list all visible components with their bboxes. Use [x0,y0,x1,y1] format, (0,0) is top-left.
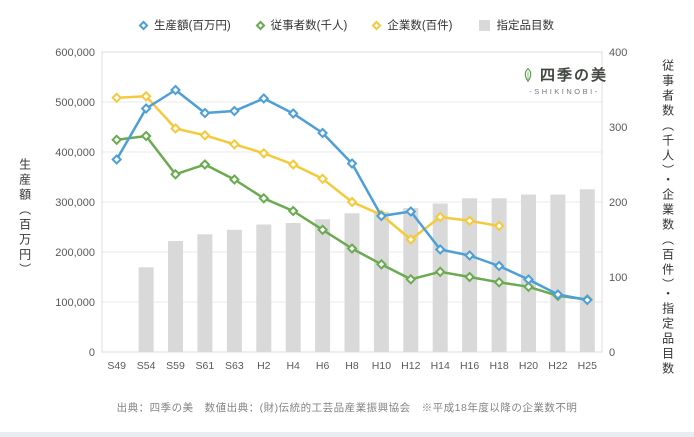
svg-text:400,000: 400,000 [55,147,95,159]
watermark: 四季の美 -SHIKINOBI- [521,64,608,96]
legend-label: 企業数(百件) [387,20,453,32]
source-caption: 出典：四季の美 数値出典：(財)伝統的工芸品産業振興協会 ※平成18年度以降の企… [116,402,578,414]
chart-row: 生産額（百万円） 0 100,000 200,000 300,000 400,000 50… [0,40,694,395]
svg-text:H20: H20 [519,360,538,372]
svg-text:0: 0 [89,347,95,359]
svg-text:S59: S59 [166,360,185,372]
svg-text:S61: S61 [196,360,215,372]
svg-text:500,000: 500,000 [55,97,95,109]
svg-text:H14: H14 [431,360,450,372]
svg-text:400: 400 [609,47,627,59]
chart-area: 0 100,000 200,000 300,000 400,000 500,000 600,… [44,40,644,395]
legend-item-1: 従事者数(千人) [255,17,348,33]
left-axis-title: 生産額（百万円） [17,157,32,278]
svg-text:H25: H25 [578,360,597,372]
svg-text:H22: H22 [548,360,567,372]
svg-text:0: 0 [609,347,615,359]
svg-text:H12: H12 [401,360,420,372]
svg-text:100,000: 100,000 [55,297,95,309]
svg-text:200: 200 [609,197,627,209]
svg-text:200,000: 200,000 [55,247,95,259]
shikinobi-leaf-icon [524,67,532,82]
svg-text:100: 100 [609,272,627,284]
legend-line-marker-icon [371,20,382,30]
watermark-subtitle: -SHIKINOBI- [529,87,600,96]
legend-bar-marker-icon [478,19,490,31]
svg-text:300: 300 [609,122,627,134]
svg-text:H10: H10 [372,360,391,372]
svg-text:H16: H16 [460,360,479,372]
svg-text:S49: S49 [107,360,126,372]
svg-text:S63: S63 [225,360,244,372]
svg-text:H8: H8 [345,360,359,372]
legend-label: 従事者数(千人) [270,20,348,32]
svg-text:H4: H4 [286,360,300,372]
svg-text:H18: H18 [489,360,508,372]
svg-text:300,000: 300,000 [55,197,95,209]
legend-label: 生産額(百万円) [153,20,231,32]
svg-text:S54: S54 [137,360,156,372]
svg-text:H2: H2 [257,360,271,372]
chart-legend: 生産額(百万円) 従事者数(千人) 企業数(百件) 指定品目数 [0,0,694,40]
legend-item-0: 生産額(百万円) [138,17,231,33]
svg-text:H6: H6 [316,360,330,372]
legend-line-marker-icon [255,20,266,30]
legend-label: 指定品目数 [496,20,555,32]
legend-line-marker-icon [138,20,149,30]
legend-item-3: 指定品目数 [478,17,555,33]
watermark-title: 四季の美 [539,68,608,84]
svg-text:600,000: 600,000 [55,47,95,59]
right-axis-title: 従事者数（千人）・企業数（百件）・指定品目数 [660,58,675,377]
combo-chart: 0 100,000 200,000 300,000 400,000 500,000 600,… [55,47,627,372]
legend-item-2: 企業数(百件) [371,17,453,33]
